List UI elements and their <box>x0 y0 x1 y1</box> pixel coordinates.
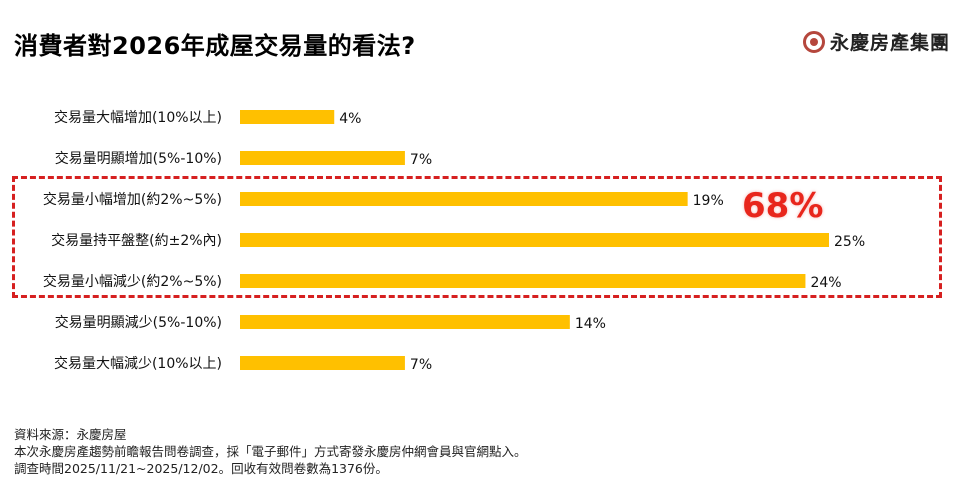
value-label: 24% <box>810 275 841 291</box>
bar <box>240 192 688 206</box>
category-label: 交易量明顯增加(5%-10%) <box>55 150 222 167</box>
footnote-period: 調查時間2025/11/21~2025/12/02。回收有效問卷數為1376份。 <box>14 461 388 476</box>
highlight-total: 68% <box>742 186 824 226</box>
bar <box>240 233 829 247</box>
category-label: 交易量大幅增加(10%以上) <box>54 109 222 126</box>
category-label: 交易量小幅增加(約2%~5%) <box>43 191 222 208</box>
bar <box>240 315 570 329</box>
category-label: 交易量持平盤整(約±2%內) <box>51 232 222 249</box>
value-label: 4% <box>339 111 361 127</box>
chart-title: 消費者對2026年成屋交易量的看法? <box>14 32 416 60</box>
value-label: 19% <box>693 193 724 209</box>
value-label: 14% <box>575 316 606 332</box>
value-label: 7% <box>410 152 432 168</box>
highlight-box <box>12 176 942 298</box>
bar <box>240 356 405 370</box>
bar <box>240 151 405 165</box>
bar <box>240 274 806 288</box>
bar <box>240 110 335 124</box>
footnotes: 資料來源：永慶房屋 本次永慶房產趨勢前瞻報告問卷調查，採「電子郵件」方式寄發永慶… <box>14 426 527 477</box>
footnote-method: 本次永慶房產趨勢前瞻報告問卷調查，採「電子郵件」方式寄發永慶房仲網會員與官網點入… <box>14 444 527 459</box>
brand-logo: 永慶房產集團 <box>802 28 950 55</box>
value-label: 7% <box>410 357 432 373</box>
logo-icon <box>802 30 825 53</box>
category-label: 交易量大幅減少(10%以上) <box>54 355 222 372</box>
category-label: 交易量小幅減少(約2%~5%) <box>43 273 222 290</box>
logo-text: 永慶房產集團 <box>829 32 950 54</box>
footnote-source: 資料來源：永慶房屋 <box>14 427 127 442</box>
category-label: 交易量明顯減少(5%-10%) <box>55 314 222 331</box>
value-label: 25% <box>834 234 865 250</box>
